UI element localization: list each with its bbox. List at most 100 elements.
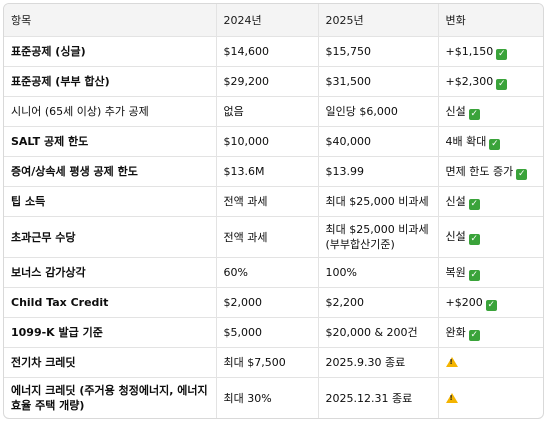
cell-item-text: 보너스 감가상각	[11, 266, 86, 279]
cell-item: 에너지 크레딧 (주거용 청정에너지, 에너지 효율 주택 개량)	[4, 377, 217, 418]
cell-change-text: 4배 확대	[445, 134, 487, 148]
tax-comparison-table: 항목 2024년 2025년 변화 표준공제 (싱글) $14,600 $15,75…	[4, 4, 543, 418]
cell-2025: $13.99	[318, 156, 439, 187]
cell-2024: $5,000	[216, 317, 319, 348]
cell-change-text: +$1,150	[445, 44, 494, 58]
cell-change-text: 면제 한도 증가	[445, 164, 514, 178]
header-2024: 2024년	[216, 4, 319, 37]
tax-comparison-table-container: 항목 2024년 2025년 변화 표준공제 (싱글) $14,600 $15,75…	[3, 3, 544, 419]
cell-2025: $31,500	[318, 66, 439, 97]
table-row: 표준공제 (싱글) $14,600 $15,750 +$1,150 ✓	[4, 36, 543, 67]
cell-2025-text: 2025.12.31 종료	[325, 391, 413, 405]
table-row: 표준공제 (부부 합산) $29,200 $31,500 +$2,300 ✓	[4, 66, 543, 97]
cell-2024-text: $2,000	[223, 296, 263, 309]
cell-item-text: 팁 소득	[11, 195, 46, 208]
cell-change: 면제 한도 증가 ✓	[438, 156, 543, 187]
cell-change: 복원 ✓	[438, 257, 543, 288]
table-row: 에너지 크레딧 (주거용 청정에너지, 에너지 효율 주택 개량) 최대 30% 2…	[4, 377, 543, 418]
cell-item-text: 시니어 (65세 이상) 추가 공제	[11, 105, 149, 118]
cell-2024-text: 최대 $7,500	[223, 356, 286, 369]
cell-item-text: 증여/상속세 평생 공제 한도	[11, 165, 138, 178]
cell-item-text: SALT 공제 한도	[11, 135, 89, 148]
cell-item-text: Child Tax Credit	[11, 296, 109, 309]
table-row: 초과근무 수당 전액 과세 최대 $25,000 비과세 (부부합산기준) 신설 ✓	[4, 216, 543, 258]
cell-change-text: 신설	[445, 194, 466, 208]
check-icon: ✓	[468, 329, 480, 341]
cell-2025-text: 최대 $25,000 비과세	[325, 195, 429, 208]
cell-change: 신설 ✓	[438, 96, 543, 127]
cell-change: +$200 ✓	[438, 287, 543, 318]
cell-2025: 최대 $25,000 비과세	[318, 186, 439, 217]
cell-2025: $20,000 & 200건	[318, 317, 439, 348]
cell-change: +$1,150 ✓	[438, 36, 543, 67]
table-row: 증여/상속세 평생 공제 한도 $13.6M $13.99 면제 한도 증가 ✓	[4, 156, 543, 187]
cell-item: 초과근무 수당	[4, 216, 217, 258]
cell-change: 신설 ✓	[438, 216, 543, 258]
cell-2024: $2,000	[216, 287, 319, 318]
table-row: 팁 소득 전액 과세 최대 $25,000 비과세 신설 ✓	[4, 186, 543, 217]
check-icon: ✓	[468, 269, 480, 281]
cell-item: 표준공제 (싱글)	[4, 36, 217, 67]
table-row: 전기차 크레딧 최대 $7,500 2025.9.30 종료	[4, 347, 543, 378]
cell-item: 보너스 감가상각	[4, 257, 217, 288]
cell-item-text: 1099-K 발급 기준	[11, 326, 103, 339]
cell-2025-text: $13.99	[325, 165, 365, 178]
cell-2025: $40,000	[318, 126, 439, 157]
cell-2024-text: $10,000	[223, 135, 270, 148]
table-row: 1099-K 발급 기준 $5,000 $20,000 & 200건 완화 ✓	[4, 317, 543, 348]
header-2025: 2025년	[318, 4, 439, 37]
cell-2025-text: 100%	[325, 266, 357, 279]
cell-2024-text: $14,600	[223, 45, 270, 58]
header-item: 항목	[4, 4, 217, 37]
cell-2024-text: $13.6M	[223, 165, 265, 178]
cell-item-text: 에너지 크레딧 (주거용 청정에너지, 에너지 효율 주택 개량)	[11, 384, 208, 412]
cell-2024: 전액 과세	[216, 216, 319, 258]
cell-item: 시니어 (65세 이상) 추가 공제	[4, 96, 217, 127]
cell-2024-text: $29,200	[223, 75, 270, 88]
cell-2024-text: 60%	[223, 266, 248, 279]
cell-2024: $14,600	[216, 36, 319, 67]
cell-2025: $15,750	[318, 36, 439, 67]
warning-icon	[445, 357, 458, 367]
cell-2025-text: $20,000 & 200건	[325, 326, 418, 339]
cell-item-text: 표준공제 (싱글)	[11, 45, 86, 58]
cell-2024-text: 전액 과세	[223, 195, 268, 208]
cell-2024: $10,000	[216, 126, 319, 157]
cell-2025-text: $40,000	[325, 135, 372, 148]
check-icon: ✓	[516, 168, 528, 180]
cell-item-text: 표준공제 (부부 합산)	[11, 75, 110, 88]
cell-2025-text: 2025.9.30 종료	[325, 356, 406, 369]
check-icon: ✓	[468, 108, 480, 120]
cell-change-text: +$2,300	[445, 74, 494, 88]
cell-change-text: 완화	[445, 325, 466, 339]
cell-change-text: 복원	[445, 265, 466, 279]
cell-2025-text: $15,750	[325, 45, 372, 58]
cell-2024: 없음	[216, 96, 319, 127]
cell-item: Child Tax Credit	[4, 287, 217, 318]
cell-2024: $29,200	[216, 66, 319, 97]
cell-2025-text: $2,200	[325, 296, 365, 309]
cell-item: 전기차 크레딧	[4, 347, 217, 378]
warning-icon	[445, 392, 458, 403]
table-row: 보너스 감가상각 60% 100% 복원 ✓	[4, 257, 543, 288]
cell-item: 증여/상속세 평생 공제 한도	[4, 156, 217, 187]
cell-2025: 2025.12.31 종료	[318, 377, 439, 418]
cell-change-text: +$200	[445, 295, 483, 309]
check-icon: ✓	[468, 198, 480, 210]
cell-2024: 최대 30%	[216, 377, 319, 418]
header-change: 변화	[438, 4, 543, 37]
check-icon: ✓	[496, 48, 508, 60]
cell-change: +$2,300 ✓	[438, 66, 543, 97]
cell-item: 1099-K 발급 기준	[4, 317, 217, 348]
cell-change	[438, 347, 543, 378]
cell-2024-text: 최대 30%	[223, 391, 272, 405]
cell-change: 신설 ✓	[438, 186, 543, 217]
cell-2025: 2025.9.30 종료	[318, 347, 439, 378]
check-icon: ✓	[496, 78, 508, 90]
cell-2025-text: 일인당 $6,000	[325, 105, 398, 118]
cell-2025: 100%	[318, 257, 439, 288]
cell-2024: 전액 과세	[216, 186, 319, 217]
cell-item: SALT 공제 한도	[4, 126, 217, 157]
cell-2025: 일인당 $6,000	[318, 96, 439, 127]
cell-2024-text: 전액 과세	[223, 230, 268, 244]
